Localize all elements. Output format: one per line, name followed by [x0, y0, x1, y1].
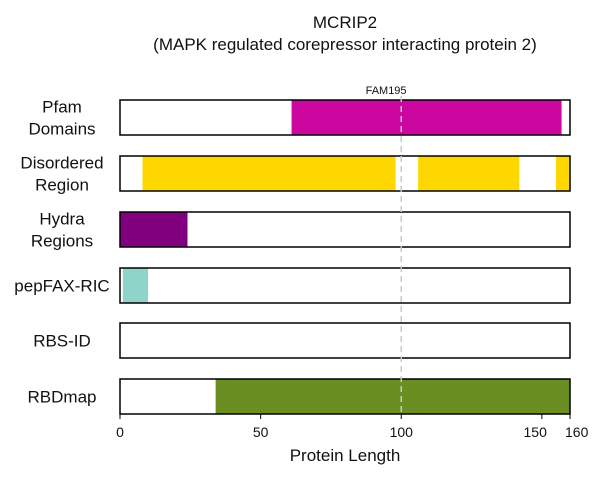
track-segment	[215, 379, 570, 414]
x-tick-label: 150	[524, 424, 548, 440]
chart-title: MCRIP2	[313, 13, 377, 32]
track-segment	[122, 268, 149, 303]
track-label: Disordered	[20, 154, 103, 173]
track-border	[119, 378, 571, 415]
track-border	[119, 155, 571, 192]
x-tick-label: 50	[253, 424, 269, 440]
x-tick-label: 100	[390, 424, 414, 440]
x-axis-label: Protein Length	[290, 446, 401, 465]
track-segment	[120, 212, 188, 247]
track-segment	[291, 100, 562, 135]
track-label: Pfam	[42, 98, 82, 117]
track-background	[120, 212, 570, 247]
track-label: Domains	[28, 120, 95, 139]
track-row: Hydra Regions	[31, 210, 571, 251]
track-label: RBS-ID	[33, 332, 91, 351]
x-tick-label: 0	[116, 424, 124, 440]
x-tick-label: 160	[565, 424, 589, 440]
track-segment	[142, 156, 396, 191]
track-label: pepFAX-RIC	[14, 277, 109, 296]
track-border	[119, 322, 571, 359]
track-row: Disordered Region	[20, 154, 571, 195]
track-label: RBDmap	[28, 388, 97, 407]
track-background	[120, 323, 570, 358]
track-background	[120, 268, 570, 303]
x-axis: 0 50 100 150 160	[116, 414, 589, 440]
track-border	[119, 99, 571, 136]
track-border	[119, 267, 571, 304]
track-label: Hydra	[39, 210, 85, 229]
track-segment	[555, 156, 570, 191]
track-row: pepFAX-RIC	[14, 267, 571, 304]
track-border	[119, 211, 571, 248]
track-row: RBS-ID	[33, 322, 571, 359]
segment-annotation: FAM195	[366, 85, 407, 97]
track-segment	[418, 156, 520, 191]
track-label: Region	[35, 176, 89, 195]
track-group: FAM195 Pfam Domains Disordered Region Hydra Re…	[14, 85, 571, 415]
track-row: FAM195 Pfam Domains	[28, 85, 571, 139]
track-label: Regions	[31, 232, 93, 251]
track-row: RBDmap	[28, 378, 571, 415]
chart-subtitle: (MAPK regulated corepressor interacting …	[153, 35, 537, 54]
